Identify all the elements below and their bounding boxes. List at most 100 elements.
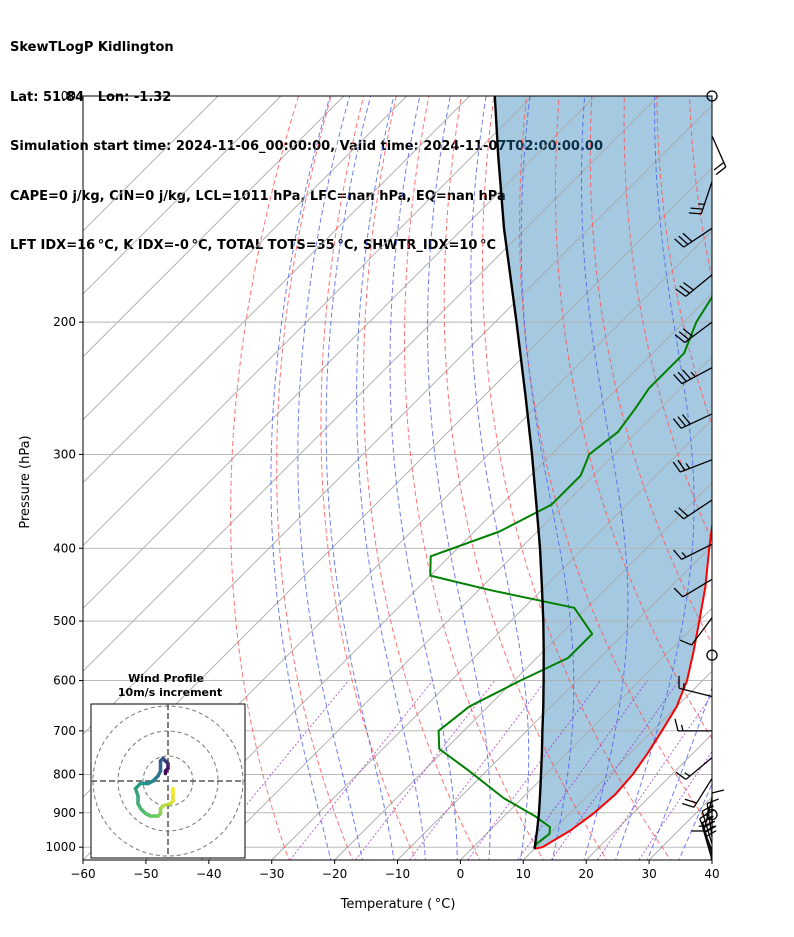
dry-adiabat-line	[755, 96, 794, 863]
y-tick-label: 800	[53, 767, 76, 781]
profile-lines	[429, 96, 712, 850]
wind-barb-flag	[679, 285, 690, 294]
wind-barb-flag	[673, 374, 683, 385]
dry-adiabat-line	[320, 96, 417, 860]
calm-wind-circle	[706, 90, 718, 102]
moist-adiabat-line	[270, 96, 332, 860]
isotherm-line	[522, 670, 712, 860]
wind-barb-flag	[674, 510, 685, 520]
isotherm-line	[334, 481, 712, 860]
wind-barb-flag	[673, 549, 683, 560]
x-axis-label: Temperature ( °C)	[340, 897, 456, 912]
time-line: Simulation start time: 2024-11-06_00:00:…	[10, 139, 603, 154]
x-tick-label: −50	[133, 867, 158, 881]
isotherm-line	[83, 96, 282, 295]
isotherm-line	[83, 96, 470, 484]
y-tick-label: 700	[53, 724, 76, 738]
cape-cin-shading	[494, 96, 712, 849]
dry-adiabat-line	[519, 96, 712, 831]
isotherm-line	[271, 419, 712, 860]
dry-adiabat-line	[276, 96, 354, 860]
chart-header: SkewTLogP Kidlington Lat: 51.84 Lon: -1.…	[10, 7, 603, 271]
y-axis-label: Pressure (hPa)	[18, 435, 33, 528]
wind-barb-flag	[706, 798, 719, 805]
y-tick-label: 200	[53, 315, 76, 329]
y-axis-ticks: 1000 900 800 700 600 500 400 300 200 100	[45, 89, 83, 854]
isotherm-line	[145, 293, 712, 860]
wind-barb-half-flag	[680, 724, 684, 731]
wind-barb-flag	[674, 238, 685, 248]
wind-barb-shaft	[680, 459, 713, 473]
temperature-line	[534, 520, 712, 850]
isotherm-line	[775, 96, 794, 860]
wind-barb-shaft	[702, 827, 713, 861]
isotherm-line	[208, 356, 712, 860]
dry-adiabat-line	[443, 96, 608, 860]
wind-barb-flag	[682, 328, 694, 338]
wind-barb-flag	[678, 235, 689, 245]
wind-barb-flag	[682, 369, 692, 380]
wind-barb-shaft	[699, 818, 713, 851]
wind-barb-half-flag	[684, 772, 691, 777]
moist-adiabat-line	[615, 96, 695, 860]
wind-barb-flag	[673, 587, 684, 598]
x-tick-label: −10	[385, 867, 410, 881]
wind-barb-flag	[705, 830, 717, 838]
wind-barb-flag	[677, 459, 686, 471]
wind-barb-shaft	[681, 543, 713, 560]
dewpoint-line	[429, 295, 712, 850]
dry-adiabat-line	[656, 96, 712, 427]
y-tick-label: 300	[53, 447, 76, 461]
wind-barb-flag	[688, 212, 702, 215]
wind-barb-shaft	[681, 367, 713, 385]
mixing-ratio-line	[517, 680, 648, 860]
moist-adiabat-line	[297, 96, 363, 860]
wind-barb-flag	[675, 288, 687, 297]
wind-barb-half-flag	[685, 462, 691, 469]
hodograph-subtitle: 10m/s increment	[118, 686, 222, 699]
wind-barb-flag	[677, 371, 687, 382]
wind-barb-shaft	[680, 413, 713, 429]
isotherm-line	[711, 859, 712, 860]
isotherm-line	[460, 607, 712, 860]
wind-barb-shaft	[684, 321, 713, 344]
isotherm-line	[83, 96, 219, 232]
cape-shaded-area	[494, 96, 712, 849]
wind-barb-shaft	[685, 274, 713, 297]
moist-adiabat-line	[325, 96, 395, 860]
x-tick-label: −20	[322, 867, 347, 881]
mixing-ratio-line	[467, 680, 601, 860]
wind-barb-flag	[683, 282, 694, 291]
y-tick-label: 900	[53, 806, 76, 820]
wind-barb-flag	[674, 718, 679, 731]
dry-adiabat-line	[787, 96, 794, 863]
wind-barb-flag	[682, 232, 693, 243]
x-tick-label: −40	[196, 867, 221, 881]
wind-barb-shaft	[706, 803, 713, 838]
wind-barb-flag	[690, 207, 703, 210]
wind-barb-shaft	[683, 227, 713, 248]
wind-barb-flag	[679, 639, 692, 646]
dry-adiabat-line	[589, 96, 712, 645]
moist-adiabat-line	[427, 96, 491, 860]
wind-barb-shaft	[691, 617, 713, 646]
wind-barb-flag	[703, 825, 716, 833]
isotherm-line	[83, 96, 345, 358]
wind-barb-flag	[715, 166, 727, 176]
moist-adiabat-line	[709, 855, 712, 860]
hodograph-plot	[91, 704, 245, 858]
hodograph-inset: Wind Profile 10m/s increment	[90, 672, 246, 859]
dry-adiabat-line	[554, 96, 712, 740]
wind-barb-shaft	[685, 757, 713, 780]
wind-barb-flag	[672, 418, 682, 429]
wind-barb-flag	[675, 771, 687, 780]
wind-barb-flag	[672, 461, 681, 473]
mixing-ratio-line	[200, 680, 349, 860]
wind-barb-shaft	[711, 135, 727, 168]
wind-barb-half-flag	[681, 552, 687, 558]
wind-barb-flag	[713, 161, 725, 171]
dry-adiabat-line	[230, 96, 299, 860]
y-tick-label: 100	[53, 89, 76, 103]
moist-adiabat-line	[356, 96, 427, 860]
